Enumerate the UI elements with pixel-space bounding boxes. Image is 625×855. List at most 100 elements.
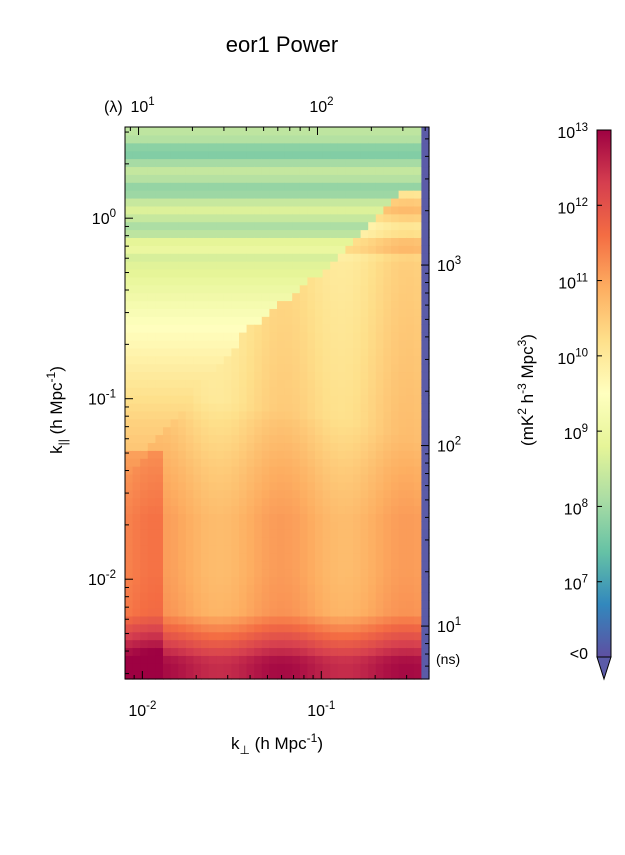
heatmap-cell <box>337 623 346 633</box>
heatmap-cell <box>322 371 331 380</box>
heatmap-cell <box>421 537 430 546</box>
heatmap-cell <box>398 639 407 649</box>
heatmap-cell <box>353 403 362 412</box>
heatmap-cell <box>254 300 263 309</box>
heatmap-cell <box>383 489 392 499</box>
heatmap-cell <box>398 276 407 286</box>
heatmap-cell <box>155 190 164 199</box>
heatmap-cell <box>353 418 362 428</box>
heatmap-cell <box>223 426 232 436</box>
heatmap-cell <box>163 663 172 672</box>
heatmap-cell <box>170 576 179 585</box>
heatmap-cell <box>398 623 407 633</box>
heatmap-cell <box>375 308 384 317</box>
heatmap-cell <box>391 529 400 538</box>
heatmap-cell <box>284 529 293 538</box>
heatmap-cell <box>155 182 164 191</box>
heatmap-cell <box>185 292 194 302</box>
heatmap-cell <box>322 395 331 404</box>
heatmap-cell <box>132 245 141 254</box>
heatmap-cell <box>163 229 172 238</box>
heatmap-cell <box>330 497 339 507</box>
heatmap-cell <box>223 229 232 238</box>
heatmap-cell <box>391 150 400 160</box>
heatmap-cell <box>254 560 263 570</box>
heatmap-cell <box>337 655 346 664</box>
heatmap-cell <box>277 316 286 325</box>
heatmap-cell <box>170 190 179 199</box>
heatmap-cell <box>201 489 210 499</box>
heatmap-cell <box>330 568 339 578</box>
heatmap-cell <box>223 458 232 467</box>
heatmap-cell <box>178 292 187 302</box>
heatmap-cell <box>125 608 134 617</box>
heatmap-cell <box>223 237 232 246</box>
heatmap-cell <box>140 639 149 649</box>
heatmap-cell <box>421 584 430 593</box>
heatmap-cell <box>140 544 149 554</box>
heatmap-cell <box>383 347 392 357</box>
heatmap-cell <box>155 221 164 231</box>
heatmap-cell <box>246 347 255 357</box>
heatmap-cell <box>155 639 164 649</box>
heatmap-cell <box>147 544 156 554</box>
heatmap-cell <box>398 552 407 562</box>
heatmap-cell <box>132 639 141 649</box>
heatmap-cell <box>292 395 301 404</box>
heatmap-cell <box>391 576 400 585</box>
heatmap-cell <box>239 450 248 459</box>
heatmap-cell <box>254 592 263 601</box>
heatmap-cell <box>231 324 240 333</box>
heatmap-cell <box>147 276 156 286</box>
heatmap-cell <box>375 552 384 562</box>
heatmap-cell <box>125 592 134 601</box>
heatmap-cell <box>239 182 248 191</box>
heatmap-cell <box>360 268 369 278</box>
heatmap-cell <box>368 300 377 309</box>
heatmap-cell <box>216 434 225 444</box>
heatmap-cell <box>246 568 255 578</box>
heatmap-cell <box>284 544 293 554</box>
heatmap-cell <box>345 442 354 451</box>
heatmap-cell <box>307 418 316 428</box>
heatmap-cell <box>345 182 354 191</box>
heatmap-cell <box>246 513 255 522</box>
heatmap-cell <box>231 473 240 483</box>
heatmap-cell <box>360 418 369 428</box>
heatmap-cell <box>322 450 331 459</box>
heatmap-cell <box>383 466 392 475</box>
heatmap-cell <box>147 537 156 546</box>
colorbar-tick-label: 1012 <box>557 197 588 217</box>
heatmap-cell <box>246 600 255 609</box>
heatmap-cell <box>140 592 149 601</box>
heatmap-cell <box>231 529 240 538</box>
heatmap-cell <box>125 276 134 286</box>
heatmap-cell <box>261 150 270 160</box>
heatmap-cell <box>413 229 422 238</box>
heatmap-cell <box>353 647 362 656</box>
heatmap-cell <box>155 505 164 514</box>
heatmap-cell <box>353 347 362 357</box>
heatmap-cell <box>383 497 392 507</box>
heatmap-cell <box>284 197 293 207</box>
heatmap-cell <box>223 608 232 617</box>
heatmap-cell <box>284 481 293 491</box>
heatmap-cell <box>353 671 362 680</box>
heatmap-cell <box>223 450 232 459</box>
heatmap-cell <box>170 347 179 357</box>
heatmap-cell <box>223 371 232 380</box>
heatmap-cell <box>315 513 324 522</box>
heatmap-cell <box>178 363 187 373</box>
heatmap-cell <box>223 639 232 649</box>
heatmap-cell <box>277 371 286 380</box>
heatmap-cell <box>246 489 255 499</box>
heatmap-cell <box>406 245 415 254</box>
heatmap-cell <box>307 308 316 317</box>
heatmap-cell <box>413 663 422 672</box>
heatmap-cell <box>155 560 164 570</box>
heatmap-cell <box>193 379 202 388</box>
heatmap-cell <box>406 450 415 459</box>
heatmap-cell <box>125 481 134 491</box>
heatmap-cell <box>170 213 179 223</box>
heatmap-cell <box>383 623 392 633</box>
